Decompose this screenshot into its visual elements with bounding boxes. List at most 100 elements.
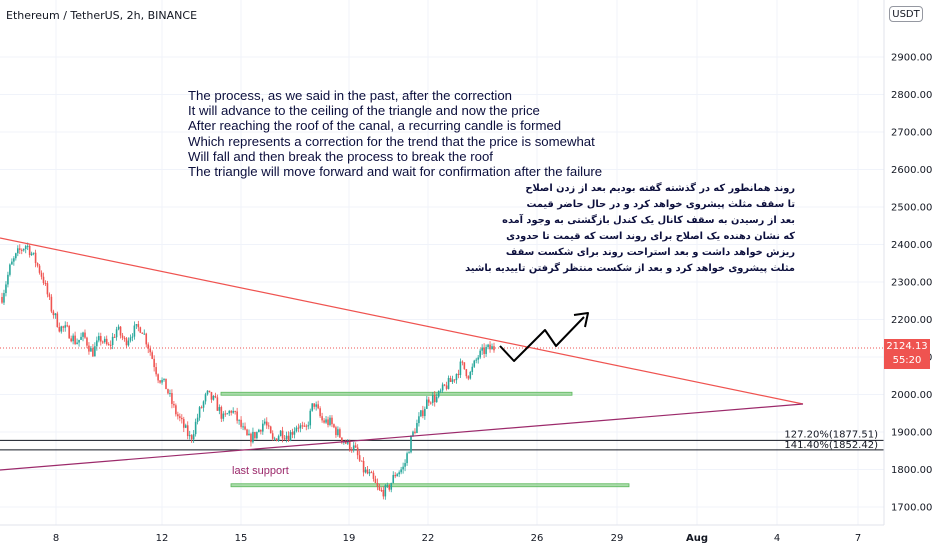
x-tick-label: 12 [156,533,169,544]
candle-body [86,337,88,346]
candle-body [161,379,163,383]
candle-body [204,394,207,402]
candle-body [449,377,452,383]
candle-body [262,423,264,432]
candle-body [147,344,150,349]
candle-body [327,419,329,425]
x-tick-label: 7 [855,533,861,544]
candle-body [289,432,292,442]
candle-body [364,469,367,473]
candle-body [469,371,472,379]
candle-body [313,403,315,407]
candle-body [378,486,381,490]
candle-body [66,325,69,327]
last-price-value: 2124.13 [886,341,928,352]
candle-body [416,423,418,434]
candle-body [319,408,321,417]
y-tick-label: 2500.00 [891,203,932,214]
candle-body [461,361,464,363]
candle-body [218,407,221,411]
candle-body [107,344,110,346]
note-en-line: The process, as we said in the past, aft… [188,88,512,103]
candle-body [143,333,146,335]
candle-body [113,336,116,338]
y-tick-label: 2000.00 [891,390,932,401]
candle-body [271,433,274,439]
candle-body [368,472,371,474]
candle-body [54,313,57,316]
candle-body [335,427,337,436]
candle-body [311,403,314,411]
projection-arrowhead [573,312,589,328]
y-tick-label: 2300.00 [891,278,932,289]
candle-body [190,435,193,440]
candle-body [341,437,343,442]
candle-body [254,431,256,439]
candle-body [244,426,246,430]
candle-body [362,460,365,473]
candle-body [431,395,434,403]
symbol-title[interactable]: Ethereum / TetherUS, 2h, BINANCE [6,9,198,22]
candle-body [139,327,142,333]
candle-body [437,391,440,397]
candle-body [408,452,410,454]
candle-body [155,367,157,375]
candle-body [226,413,229,415]
candle-body [125,338,128,346]
candle-body [58,327,61,332]
candle-body [426,399,428,409]
candle-body [370,472,373,474]
last-price-badge: 2124.13 55:20 [884,339,930,369]
candle-body [384,485,387,497]
x-tick-label: 26 [531,533,544,544]
drawings-layer [0,237,804,471]
candle-body [390,482,393,490]
candle-body [188,435,191,437]
candle-body [487,344,489,348]
candle-body [491,346,493,350]
candle-body [165,378,167,390]
candle-body [477,357,479,360]
candle-body [337,429,339,436]
candle-body [38,265,41,273]
candle-body [40,272,43,277]
candle-body [350,449,353,451]
candle-body [453,379,456,381]
currency-badge[interactable]: USDT [889,6,923,22]
candle-body [82,332,84,337]
candle-body [149,348,151,353]
candle-body [283,438,286,440]
candle-body [331,417,333,425]
candle-body [277,436,280,441]
candle-body [400,469,402,473]
candle-body [163,378,165,380]
candle-body [301,425,304,427]
candle-body [60,326,63,332]
candle-body [372,472,375,479]
candle-body [376,482,379,487]
candle-body [220,407,223,419]
candle-body [242,426,244,428]
candle-body [451,379,454,383]
candle-body [70,338,72,342]
candle-body [101,341,104,343]
candle-body [483,347,485,354]
candle-body [352,445,355,451]
candle-body [216,397,219,411]
last-support-zone [230,483,630,488]
candle-body [230,410,233,413]
note-en-line: Will fall and then break the process to … [188,148,493,164]
candle-body [234,410,236,412]
candle-body [167,389,169,394]
candle-body [228,410,231,414]
note-fa-line: بعد از رسیدن به سقف کانال یک کندل بازگشت… [502,215,795,226]
note-en-line: The triangle will move forward and wait … [188,163,603,179]
candle-body [366,469,369,474]
candle-body [380,489,383,491]
candle-body [11,261,13,265]
candle-body [56,313,59,328]
y-tick-label: 1800.00 [891,465,932,476]
candle-body [224,413,227,415]
candle-body [184,425,187,428]
